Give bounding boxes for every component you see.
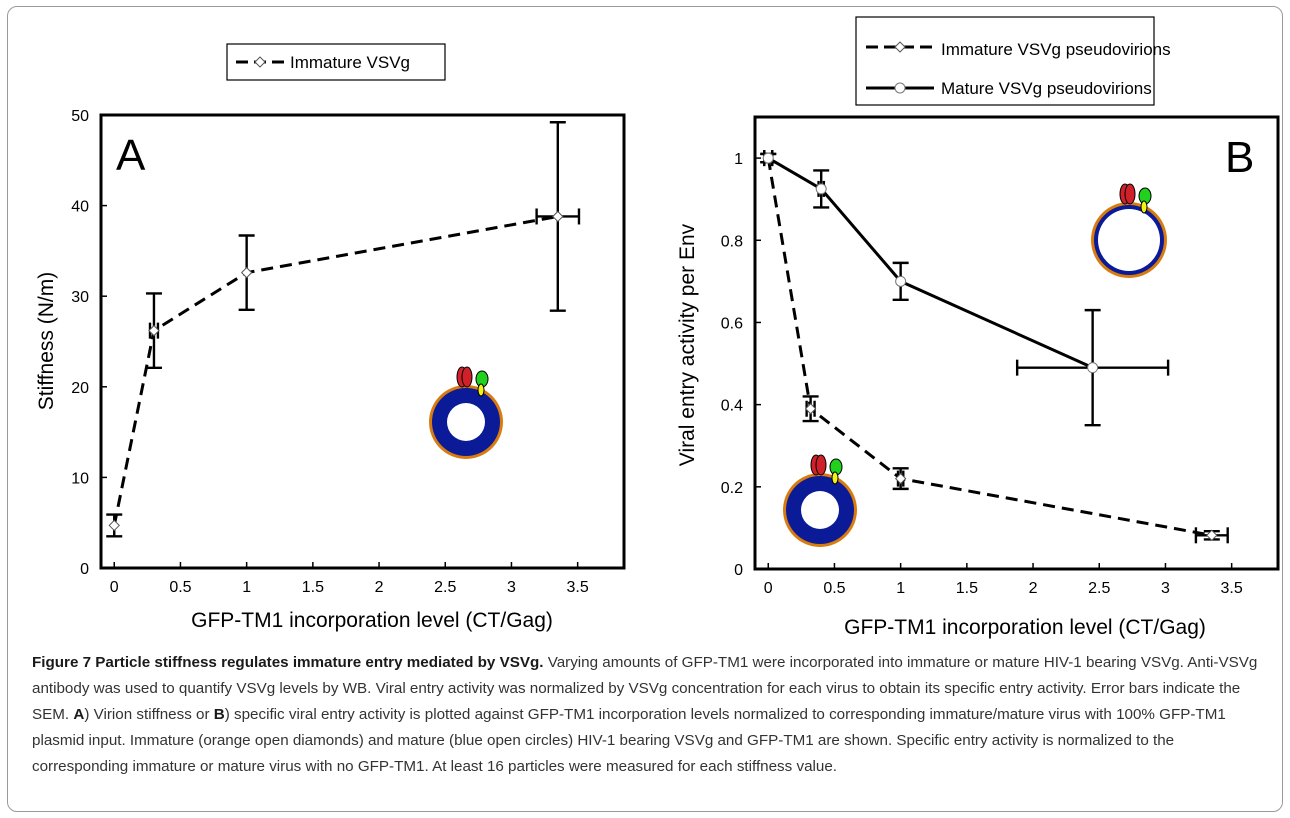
panel-b: Immature VSVg pseudovirions Mature VSVg … [676, 16, 1280, 639]
error-bars-a [106, 121, 581, 538]
axis-a-ticks: 0 0.5 1 1.5 2 2.5 3 3.5 0 10 20 30 40 50 [71, 108, 589, 596]
x-tick-label: 1.5 [302, 579, 324, 596]
y-tick-label: 20 [71, 380, 89, 397]
series-b [762, 152, 1218, 542]
x-tick-label: 1 [896, 580, 905, 597]
x-tick-label: 2.5 [434, 579, 456, 596]
series-line-mature [767, 156, 1094, 370]
y-axis-label-b: Viral entry activity per Env [676, 223, 699, 466]
data-point-immature [240, 266, 253, 279]
y-tick-label: 0.6 [721, 315, 743, 332]
legend-b-label-mature: Mature VSVg pseudovirions [941, 79, 1152, 98]
x-tick-label: 3.5 [567, 579, 589, 596]
panel-label-b: B [1225, 133, 1254, 182]
data-point-immature [804, 403, 817, 415]
x-tick-label: 3 [507, 579, 516, 596]
legend-b-sample-mature [866, 82, 934, 94]
x-tick-label: 3.5 [1221, 580, 1243, 597]
tm1-anchor [1140, 200, 1148, 214]
y-tick-label: 50 [71, 108, 89, 125]
caption-title: Figure 7 Particle stiffness regulates im… [32, 654, 544, 671]
x-tick-label: 1 [242, 579, 251, 596]
y-tick-label: 1 [734, 151, 743, 168]
legend-marker-diamond [894, 41, 906, 53]
caption-label-b: B [213, 706, 225, 723]
figure-caption: Figure 7 Particle stiffness regulates im… [32, 650, 1268, 780]
legend-b-sample-immature [866, 41, 934, 53]
x-tick-label: 0 [764, 580, 773, 597]
data-point-mature [762, 152, 774, 164]
panel-label-a: A [116, 131, 146, 180]
y-tick-label: 0 [80, 561, 89, 578]
series-line-immature [766, 157, 1213, 537]
x-axis-label-b: GFP-TM1 incorporation level (CT/Gag) [844, 616, 1206, 639]
x-tick-label: 2.5 [1088, 580, 1110, 597]
data-point-mature [815, 183, 827, 195]
data-point-immature [148, 324, 160, 337]
x-tick-label: 0.5 [823, 580, 845, 597]
legend-b-label-immature: Immature VSVg pseudovirions [941, 40, 1171, 59]
data-point-immature [894, 472, 907, 485]
tm1-anchor [831, 471, 839, 485]
virion-icon-mature [1091, 183, 1167, 278]
vsvg-protein [815, 454, 827, 476]
virion-core [1098, 209, 1160, 271]
axis-b-ticks: 0 0.5 1 1.5 2 2.5 3 3.5 0 0.2 0.4 0.6 0.8 1 [721, 151, 1243, 597]
y-tick-label: 40 [71, 199, 89, 216]
caption-text-2: ) Virion stiffness or [84, 706, 214, 723]
virion-icon-immature [429, 366, 503, 459]
legend-a-label-immature: Immature VSVg [290, 53, 410, 72]
x-tick-label: 2 [375, 579, 384, 596]
vsvg-protein [1124, 183, 1136, 205]
legend-b-box [855, 16, 1155, 106]
x-tick-label: 1.5 [956, 580, 978, 597]
tm1-anchor [477, 383, 485, 397]
virion-core [447, 403, 485, 441]
y-tick-label: 0.8 [721, 233, 743, 250]
x-tick-label: 0.5 [169, 579, 191, 596]
caption-text-1: Varying amounts of GFP-TM1 were incorpor… [32, 654, 1258, 723]
data-point-mature [1087, 362, 1099, 374]
virion-icon-immature-b [783, 454, 857, 547]
figure-7: Immature VSVg A 0 0.5 1 1.5 2 2.5 3 3.501020304… [35, 16, 1280, 639]
figure-frame [7, 6, 1283, 812]
vsvg-protein [461, 366, 473, 388]
y-tick-label: 0.2 [721, 480, 743, 497]
y-tick-label: 30 [71, 289, 89, 306]
x-tick-label: 0 [110, 579, 119, 596]
y-tick-label: 0.4 [721, 398, 743, 415]
data-point-mature [895, 275, 907, 287]
x-tick-label: 2 [1029, 580, 1038, 597]
virion-core [801, 491, 839, 529]
y-tick-label: 0 [734, 562, 743, 579]
data-point-immature [108, 519, 120, 532]
series-line-immature [112, 214, 559, 526]
plot-b-frame [753, 115, 1280, 571]
caption-label-a: A [73, 706, 85, 723]
y-tick-label: 10 [71, 470, 89, 487]
legend-marker-diamond [254, 56, 266, 68]
x-axis-label-a: GFP-TM1 incorporation level (CT/Gag) [191, 609, 553, 632]
legend-marker-circle [894, 82, 906, 94]
x-tick-label: 3 [1161, 580, 1170, 597]
caption-text-3: ) specific viral entry activity is plott… [32, 706, 1226, 775]
data-point-immature [1206, 529, 1218, 542]
data-point-immature [552, 210, 564, 223]
plot-a-frame [99, 113, 626, 570]
legend-a-sample-immature [236, 56, 284, 68]
series-a [108, 210, 564, 532]
y-axis-label-a: Stiffness (N/m) [35, 272, 58, 410]
panel-a: Immature VSVg A 0 0.5 1 1.5 2 2.5 3 3.5 0 10 20 30 4… [35, 43, 626, 632]
